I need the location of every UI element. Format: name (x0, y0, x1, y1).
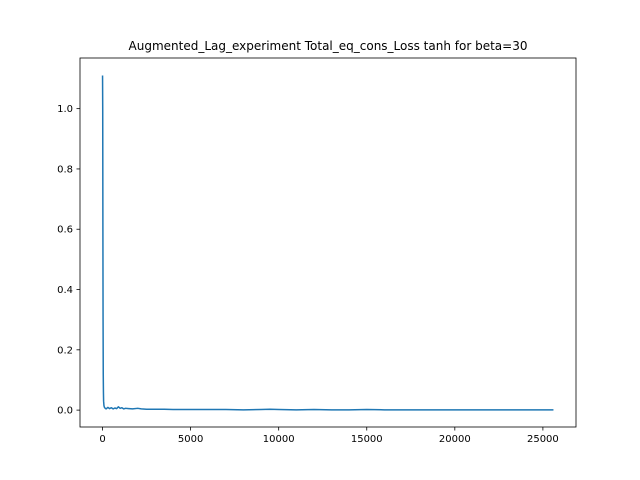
x-tick-label: 25000 (527, 434, 559, 445)
series-line-0 (101, 75, 554, 411)
y-tick-label: 0.8 (57, 164, 73, 175)
x-tick-label: 5000 (178, 434, 203, 445)
chart-title: Augmented_Lag_experiment Total_eq_cons_L… (129, 39, 528, 53)
y-tick-label: 1.0 (57, 104, 73, 115)
y-tick-label: 0.0 (57, 406, 73, 417)
x-tick-label: 15000 (351, 434, 383, 445)
x-tick-label: 20000 (439, 434, 471, 445)
y-tick-label: 0.4 (57, 285, 73, 296)
x-tick-label: 0 (99, 434, 105, 445)
x-tick-label: 10000 (263, 434, 295, 445)
plot-area: 0 5000 10000 15000 20000 25000 0.0 0.2 0.4 0.6 0.8… (57, 57, 577, 445)
y-tick-label: 0.6 (57, 225, 73, 236)
y-tick-label: 0.2 (57, 345, 73, 356)
axes-frame (79, 57, 577, 428)
